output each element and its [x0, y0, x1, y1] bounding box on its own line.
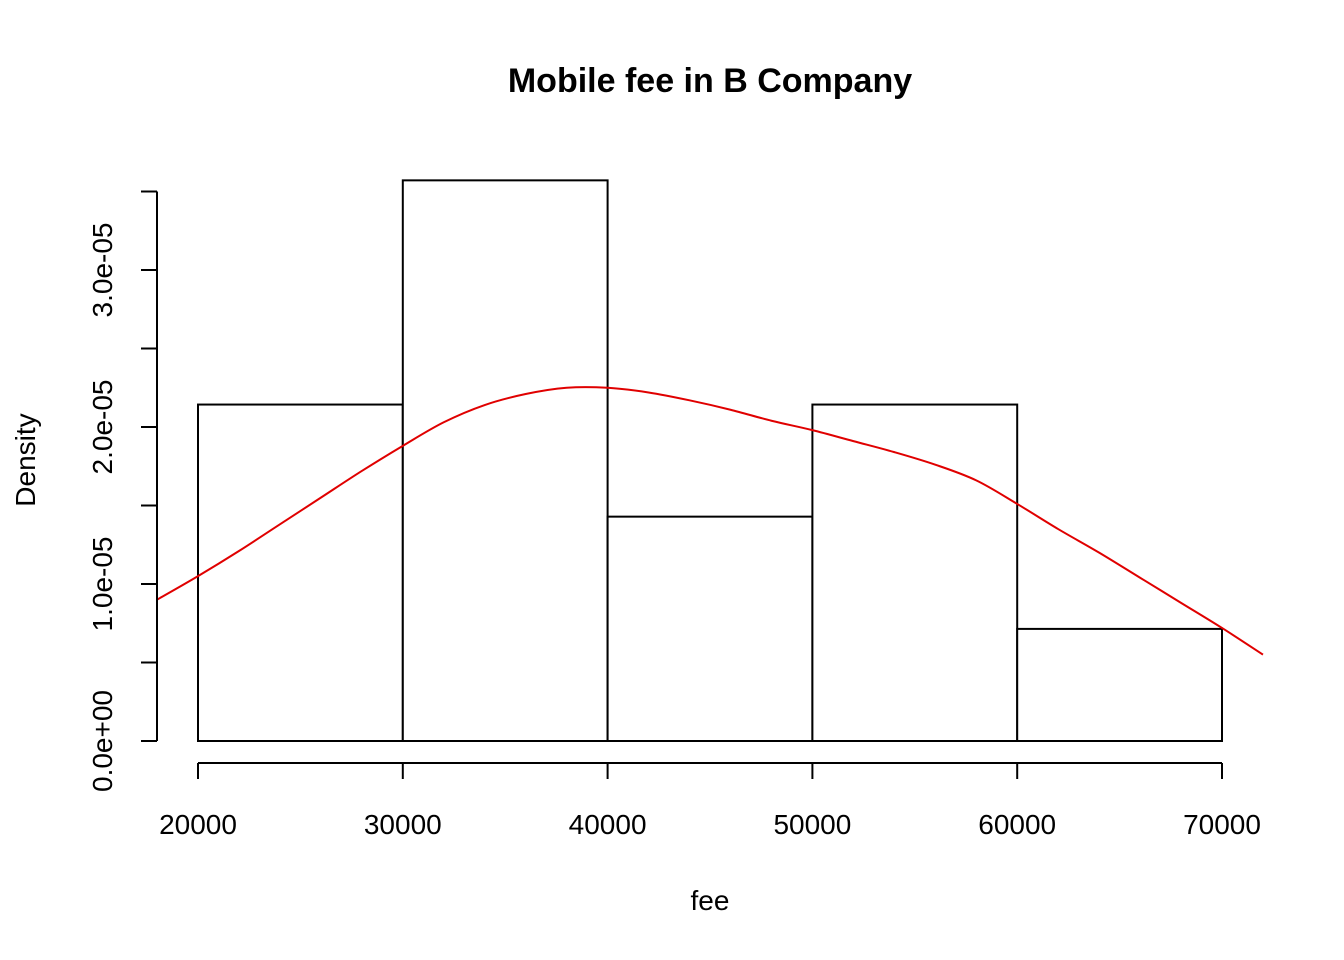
x-tick-label: 60000 [978, 809, 1056, 840]
y-tick-label: 0.0e+00 [87, 690, 118, 792]
histogram-bar [606, 515, 814, 742]
x-axis: 20000 30000 40000 50000 60000 70000 [159, 762, 1261, 840]
x-tick-label: 50000 [773, 809, 851, 840]
y-axis: 0.0e+00 1.0e-05 2.0e-05 3.0e-05 [87, 190, 158, 792]
histogram-bar [401, 179, 609, 742]
histogram-bar [197, 403, 404, 742]
chart-title: Mobile fee in B Company [508, 62, 912, 100]
x-tick-label: 70000 [1183, 809, 1261, 840]
x-tick-label: 30000 [364, 809, 442, 840]
histogram-bar [1016, 627, 1224, 742]
y-axis-label: Density [10, 413, 41, 506]
x-axis-label: fee [691, 885, 730, 916]
y-tick-label: 2.0e-05 [87, 380, 118, 475]
y-tick-label: 1.0e-05 [87, 537, 118, 632]
histogram-bar [811, 403, 1019, 742]
x-tick-label: 40000 [569, 809, 647, 840]
density-curve-layer [158, 386, 1264, 656]
y-tick-label: 3.0e-05 [87, 223, 118, 318]
histogram-bars [197, 179, 1224, 742]
x-tick-label: 20000 [159, 809, 237, 840]
density-curve [158, 386, 1264, 656]
